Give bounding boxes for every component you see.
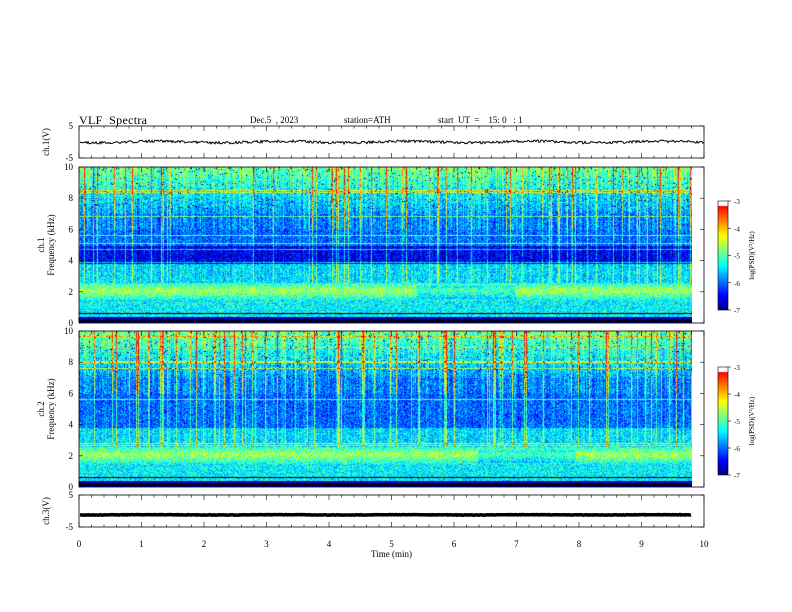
date-label: Dec.5 , 2023 (250, 115, 299, 125)
x-tick-label: 8 (577, 539, 582, 549)
y-tick-label: 6 (69, 388, 74, 398)
y-axis-label: ch.1(V) (41, 128, 51, 156)
y-tick-label: 2 (69, 451, 74, 461)
y-tick-label: 5 (69, 121, 74, 131)
ch2-spectrogram-image (79, 331, 692, 487)
x-tick-label: 9 (639, 539, 644, 549)
colorbar-1 (718, 201, 728, 310)
colorbar-tick-label: -5 (734, 418, 740, 426)
x-tick-label: 3 (264, 539, 269, 549)
y-axis-label: ch.1 (36, 237, 46, 252)
y-axis-label: ch.3(V) (41, 497, 51, 525)
ch3-waveform-line (79, 512, 692, 518)
colorbar-tick-label: -6 (734, 280, 740, 288)
y-tick-label: 0 (69, 482, 74, 492)
figure-title: VLF Spectra (79, 113, 148, 127)
y-tick-label: 6 (69, 224, 74, 234)
station-label: station=ATH (344, 115, 391, 125)
colorbar-tick-label: -7 (734, 472, 740, 480)
y-tick-label: 0 (69, 318, 74, 328)
y-axis-label: Frequency (kHz) (46, 214, 56, 275)
ch1-waveform-line (79, 139, 705, 146)
x-tick-label: 5 (389, 539, 394, 549)
colorbar-tick-label: -5 (734, 253, 740, 261)
colorbar-label: log(PSD)(V²/Hz) (748, 396, 756, 445)
y-axis-label: Frequency (kHz) (46, 378, 56, 439)
colorbar-label: log(PSD)(V²/Hz) (748, 231, 756, 280)
colorbar-tick-label: -4 (734, 225, 740, 233)
x-tick-label: 10 (700, 539, 710, 549)
y-tick-label: 10 (64, 162, 74, 172)
y-tick-label: -5 (66, 153, 74, 163)
colorbar-tick-label: -6 (734, 445, 740, 453)
x-axis-label: Time (min) (371, 549, 412, 559)
colorbar-tick-label: -7 (734, 307, 740, 315)
y-tick-label: 2 (69, 287, 74, 297)
y-tick-label: 4 (69, 420, 74, 430)
x-tick-label: 2 (202, 539, 207, 549)
spectrogram-images (79, 167, 728, 487)
start-time-label: start UT = 15: 0 : 1 (438, 115, 523, 125)
y-tick-label: 8 (69, 357, 74, 367)
x-tick-label: 7 (514, 539, 519, 549)
colorbar-2 (718, 367, 728, 475)
y-tick-label: 5 (69, 490, 74, 500)
colorbar-tick-label: -3 (734, 198, 740, 206)
ch1-spectrogram-image (79, 167, 692, 323)
y-tick-label: 10 (64, 326, 74, 336)
y-tick-label: -5 (66, 522, 74, 532)
x-tick-label: 4 (327, 539, 332, 549)
x-tick-label: 6 (452, 539, 457, 549)
y-tick-label: 8 (69, 193, 74, 203)
axes (78, 125, 731, 528)
waveform-lines (79, 139, 705, 518)
x-tick-label: 1 (139, 539, 144, 549)
colorbar-tick-label: -3 (734, 364, 740, 372)
x-tick-label: 0 (77, 539, 82, 549)
colorbar-tick-label: -4 (734, 391, 740, 399)
y-axis-label: ch.2 (36, 401, 46, 416)
y-tick-label: 4 (69, 256, 74, 266)
